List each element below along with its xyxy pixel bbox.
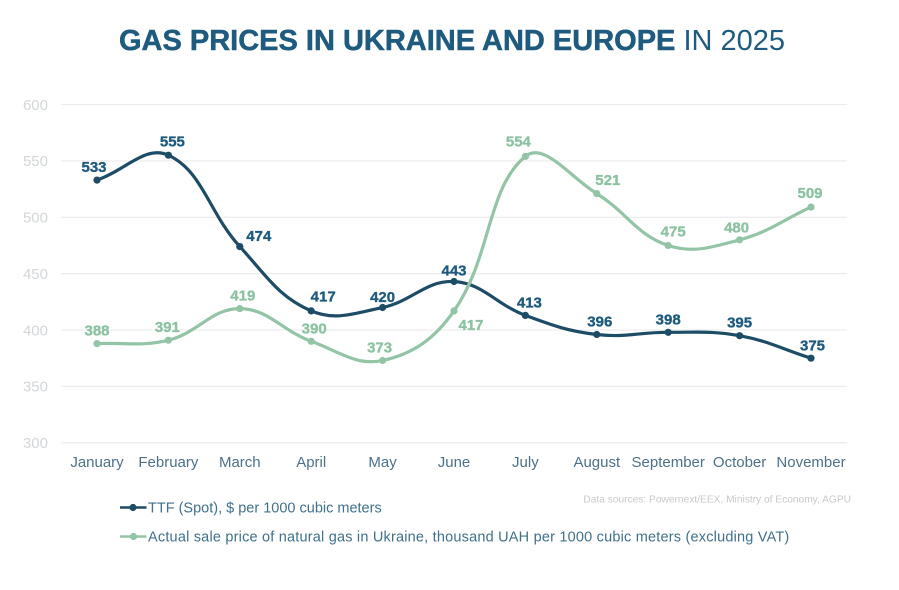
svg-text:June: June	[438, 454, 471, 471]
svg-text:390: 390	[302, 320, 327, 337]
svg-text:533: 533	[81, 159, 106, 176]
svg-text:419: 419	[230, 288, 255, 305]
svg-text:August: August	[573, 454, 621, 471]
svg-text:398: 398	[656, 311, 681, 328]
svg-text:509: 509	[797, 185, 822, 202]
svg-text:July: July	[512, 454, 539, 471]
svg-text:February: February	[138, 454, 199, 471]
svg-text:May: May	[368, 454, 397, 471]
svg-text:417: 417	[311, 288, 336, 305]
svg-text:September: September	[632, 454, 705, 471]
svg-text:480: 480	[724, 219, 749, 236]
svg-text:375: 375	[800, 338, 825, 355]
svg-text:450: 450	[23, 266, 48, 283]
svg-text:555: 555	[160, 134, 185, 151]
svg-text:373: 373	[367, 340, 392, 357]
svg-text:500: 500	[23, 210, 48, 227]
svg-text:March: March	[219, 454, 261, 471]
svg-text:TTF (Spot), $ per 1000 cubic m: TTF (Spot), $ per 1000 cubic meters	[148, 501, 382, 517]
svg-text:417: 417	[458, 317, 483, 334]
svg-text:300: 300	[23, 435, 48, 452]
svg-text:GAS PRICES IN UKRAINE AND EURO: GAS PRICES IN UKRAINE AND EUROPE IN 2025	[119, 25, 785, 57]
svg-text:395: 395	[727, 315, 752, 332]
svg-text:April: April	[296, 454, 326, 471]
svg-text:Data sources: Powernext/EEX, M: Data sources: Powernext/EEX, Ministry of…	[583, 495, 851, 506]
svg-text:350: 350	[23, 379, 48, 396]
svg-text:475: 475	[661, 224, 686, 241]
svg-text:554: 554	[506, 133, 532, 150]
svg-text:413: 413	[517, 294, 542, 311]
svg-text:443: 443	[441, 263, 466, 280]
svg-text:November: November	[776, 454, 845, 471]
svg-text:388: 388	[84, 323, 109, 340]
svg-text:January: January	[70, 454, 124, 471]
svg-text:420: 420	[370, 289, 395, 306]
svg-text:400: 400	[23, 322, 48, 339]
svg-text:600: 600	[23, 97, 48, 114]
svg-text:396: 396	[587, 314, 612, 331]
svg-text:521: 521	[595, 172, 620, 189]
svg-text:474: 474	[246, 228, 272, 245]
svg-text:550: 550	[23, 153, 48, 170]
svg-text:October: October	[713, 454, 766, 471]
svg-text:Actual sale price of natural g: Actual sale price of natural gas in Ukra…	[148, 530, 789, 546]
svg-text:391: 391	[155, 319, 180, 336]
